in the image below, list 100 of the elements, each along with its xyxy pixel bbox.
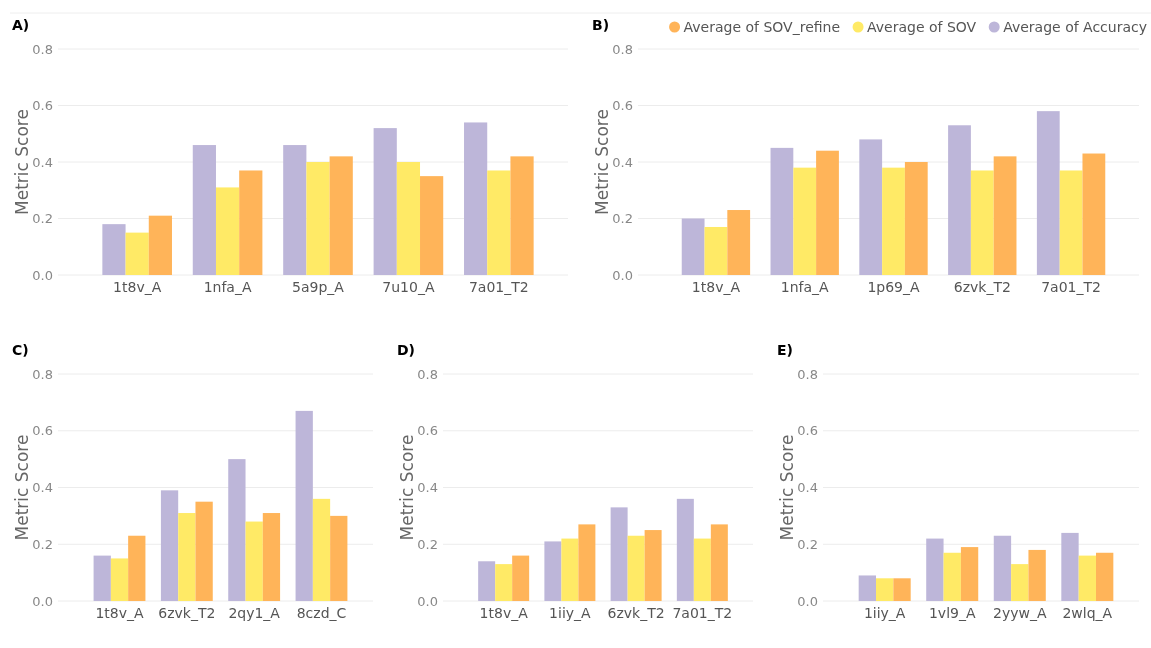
y-tick-label: 0.4 — [32, 480, 53, 496]
y-tick-label: 0.6 — [797, 423, 818, 439]
bar — [215, 187, 240, 275]
bar — [644, 530, 662, 601]
bar — [610, 507, 628, 601]
bar — [1078, 555, 1096, 601]
y-tick-label: 0.8 — [32, 41, 53, 57]
y-tick-label: 0.2 — [797, 536, 818, 552]
bar — [420, 176, 444, 275]
y-tick-label: 0.0 — [32, 267, 53, 283]
bar — [195, 501, 213, 601]
bar — [1082, 153, 1106, 275]
bar — [306, 162, 330, 275]
x-tick-label: 7a01_T2 — [672, 604, 733, 621]
y-tick-label: 0.6 — [612, 98, 633, 114]
y-tick-label: 0.0 — [612, 267, 633, 283]
bar — [816, 150, 839, 275]
bar — [578, 524, 596, 601]
x-tick-label: 2yyw_A — [993, 604, 1047, 621]
y-tick-label: 0.8 — [612, 41, 633, 57]
y-tick-label: 0.2 — [32, 211, 53, 227]
bar — [239, 170, 263, 275]
y-tick-label: 0.6 — [32, 423, 53, 439]
x-tick-label: 8czd_C — [296, 604, 347, 621]
bar — [893, 578, 911, 601]
y-tick-label: 0.6 — [417, 423, 438, 439]
bar — [1028, 549, 1046, 601]
bar — [704, 226, 728, 275]
x-tick-label: 1vl9_A — [928, 604, 976, 621]
bar — [627, 535, 645, 601]
bar — [283, 145, 307, 275]
x-tick-label: 6zvk_T2 — [158, 604, 216, 621]
bar — [561, 538, 579, 601]
bar — [1059, 170, 1083, 275]
legend-label: Average of SOV_refine — [683, 19, 841, 35]
chart-title: A) — [12, 17, 30, 33]
bar — [960, 547, 979, 601]
x-tick-label: 7u10_A — [382, 278, 435, 295]
bar — [770, 147, 794, 275]
y-axis-title: Metric Score — [12, 434, 32, 541]
bar — [110, 558, 129, 601]
y-tick-label: 0.4 — [797, 480, 818, 496]
chart-title: E) — [777, 342, 793, 358]
y-tick-label: 0.0 — [797, 593, 818, 609]
bar — [1061, 532, 1079, 601]
bar — [329, 156, 353, 275]
x-tick-label: 5a9p_A — [292, 278, 345, 295]
bar — [262, 513, 281, 601]
bar — [102, 224, 126, 275]
bar — [160, 490, 179, 601]
x-tick-label: 2qy1_A — [228, 604, 281, 621]
x-tick-label: 7a01_T2 — [1041, 278, 1101, 295]
y-tick-label: 0.8 — [32, 366, 53, 382]
x-tick-label: 1nfa_A — [780, 278, 830, 295]
bar — [128, 535, 146, 601]
bar — [396, 162, 421, 275]
bar — [510, 156, 534, 275]
chart-title: D) — [397, 342, 416, 358]
bar — [544, 541, 562, 601]
y-tick-label: 0.8 — [797, 366, 818, 382]
bar — [882, 167, 905, 275]
bar — [245, 521, 263, 601]
bar — [993, 156, 1017, 275]
bar — [487, 170, 511, 275]
y-axis-title: Metric Score — [397, 434, 417, 541]
y-tick-label: 0.2 — [612, 211, 633, 227]
bar — [330, 515, 348, 601]
y-axis-title: Metric Score — [777, 434, 797, 541]
bar — [148, 215, 172, 275]
y-tick-label: 0.6 — [32, 98, 53, 114]
bar — [876, 578, 894, 601]
bar — [943, 552, 961, 601]
bar — [710, 524, 728, 601]
bar — [125, 232, 149, 275]
x-tick-label: 1p69_A — [867, 278, 921, 295]
bar — [93, 555, 111, 601]
chart-title: C) — [12, 342, 29, 358]
x-tick-label: 1t8v_A — [113, 278, 162, 295]
bar — [904, 162, 928, 275]
bar — [858, 575, 877, 601]
bar — [192, 145, 216, 275]
y-tick-label: 0.4 — [32, 154, 53, 170]
bar — [693, 538, 711, 601]
y-tick-label: 0.2 — [32, 536, 53, 552]
x-tick-label: 1t8v_A — [691, 278, 741, 295]
bar — [1011, 564, 1029, 601]
y-tick-label: 0.4 — [417, 480, 438, 496]
bar — [478, 561, 496, 601]
bar — [495, 564, 513, 601]
y-tick-label: 0.8 — [417, 366, 438, 382]
x-tick-label: 1iiy_A — [863, 604, 906, 621]
bar — [1095, 552, 1114, 601]
bar — [228, 459, 246, 601]
y-tick-label: 0.0 — [32, 593, 53, 609]
x-tick-label: 6zvk_T2 — [607, 604, 665, 621]
bar — [993, 535, 1012, 601]
bar — [1036, 111, 1060, 275]
y-tick-label: 0.0 — [417, 593, 438, 609]
x-tick-label: 1iiy_A — [549, 604, 592, 621]
bar — [312, 498, 331, 601]
